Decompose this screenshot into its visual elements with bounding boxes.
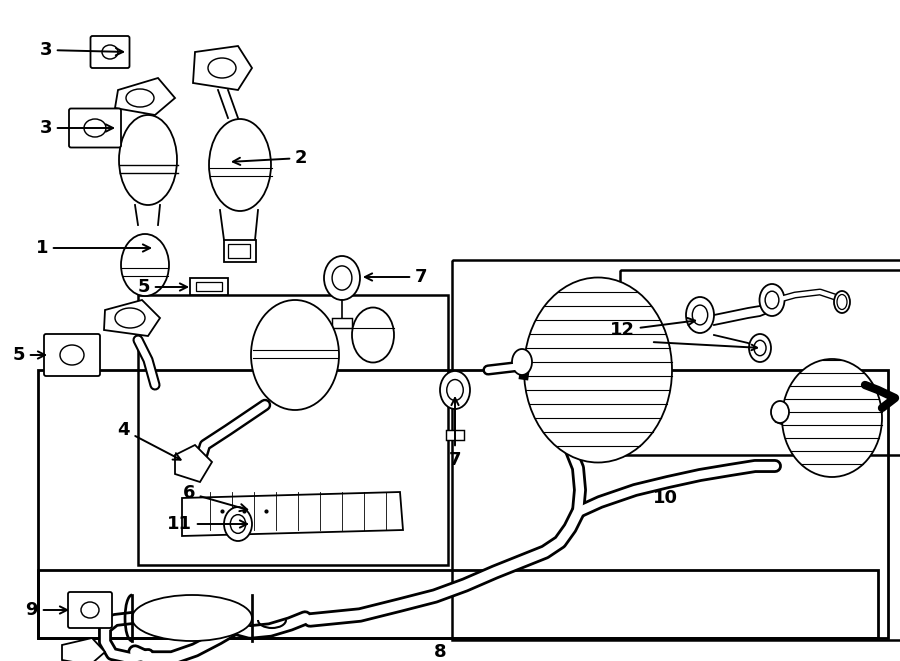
Text: 9: 9 [25, 601, 68, 619]
Ellipse shape [692, 305, 707, 325]
FancyBboxPatch shape [91, 36, 130, 68]
Polygon shape [175, 445, 212, 482]
Text: 3: 3 [40, 119, 113, 137]
Bar [196, 282, 222, 291]
Ellipse shape [686, 297, 714, 333]
Text: 7: 7 [365, 268, 428, 286]
Text: 1: 1 [35, 239, 150, 257]
Bar [452, 260, 900, 640]
Text: 8: 8 [434, 643, 446, 661]
Ellipse shape [765, 292, 778, 309]
Ellipse shape [324, 256, 360, 300]
Text: 6: 6 [183, 484, 248, 511]
FancyBboxPatch shape [44, 334, 100, 376]
FancyBboxPatch shape [69, 108, 121, 147]
Ellipse shape [782, 359, 882, 477]
Polygon shape [182, 492, 403, 536]
Polygon shape [115, 78, 175, 115]
Text: 2: 2 [233, 149, 308, 167]
Ellipse shape [84, 119, 106, 137]
Polygon shape [62, 638, 105, 661]
Bar [38, 370, 888, 638]
Bar [332, 318, 352, 328]
Ellipse shape [771, 401, 789, 423]
Ellipse shape [115, 308, 145, 328]
Text: 5: 5 [13, 346, 45, 364]
Ellipse shape [102, 45, 118, 59]
Bar [190, 278, 228, 295]
Ellipse shape [126, 89, 154, 107]
Ellipse shape [446, 379, 464, 401]
Bar [138, 295, 448, 565]
Polygon shape [193, 46, 252, 90]
Bar [446, 430, 464, 440]
Ellipse shape [81, 602, 99, 618]
Ellipse shape [60, 345, 84, 365]
Ellipse shape [132, 595, 252, 641]
Ellipse shape [208, 58, 236, 78]
Ellipse shape [121, 234, 169, 296]
Ellipse shape [524, 278, 672, 463]
Ellipse shape [834, 291, 850, 313]
Text: 11: 11 [167, 515, 248, 533]
Text: 3: 3 [40, 41, 123, 59]
Text: 10: 10 [652, 489, 678, 507]
Ellipse shape [224, 507, 252, 541]
Text: 4: 4 [118, 421, 181, 459]
Ellipse shape [230, 515, 246, 533]
Bar [620, 270, 900, 455]
Ellipse shape [754, 340, 766, 356]
Ellipse shape [440, 371, 470, 409]
Ellipse shape [352, 307, 394, 362]
Ellipse shape [749, 334, 771, 362]
Ellipse shape [119, 115, 177, 205]
Ellipse shape [251, 300, 339, 410]
Bar [38, 570, 878, 638]
Ellipse shape [332, 266, 352, 290]
Bar [224, 240, 256, 262]
Text: 5: 5 [138, 278, 187, 296]
Text: 7: 7 [449, 398, 461, 469]
Text: 12: 12 [610, 318, 695, 339]
Ellipse shape [512, 349, 532, 375]
Ellipse shape [760, 284, 785, 316]
Bar [228, 244, 250, 258]
Ellipse shape [209, 119, 271, 211]
FancyBboxPatch shape [68, 592, 112, 628]
Polygon shape [104, 300, 160, 336]
Ellipse shape [837, 295, 847, 309]
